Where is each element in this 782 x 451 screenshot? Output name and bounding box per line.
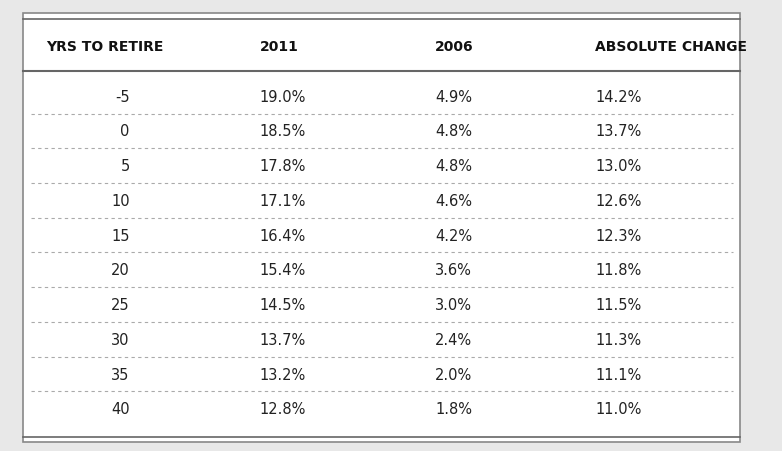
Text: 15.4%: 15.4% <box>260 263 306 278</box>
Text: 1.8%: 1.8% <box>435 401 472 416</box>
Text: 5: 5 <box>120 159 130 174</box>
Text: 12.3%: 12.3% <box>595 228 642 243</box>
Text: 3.6%: 3.6% <box>435 263 472 278</box>
Text: 25: 25 <box>111 297 130 313</box>
Text: 3.0%: 3.0% <box>435 297 472 313</box>
Text: 17.8%: 17.8% <box>260 159 306 174</box>
Text: 13.0%: 13.0% <box>595 159 642 174</box>
Text: 19.0%: 19.0% <box>260 89 306 105</box>
Text: 15: 15 <box>111 228 130 243</box>
Text: ABSOLUTE CHANGE: ABSOLUTE CHANGE <box>595 41 748 54</box>
Text: 4.8%: 4.8% <box>435 159 472 174</box>
Text: YRS TO RETIRE: YRS TO RETIRE <box>46 41 163 54</box>
Text: 14.2%: 14.2% <box>595 89 642 105</box>
Text: 0: 0 <box>120 124 130 139</box>
Text: 13.7%: 13.7% <box>595 124 642 139</box>
Text: 11.8%: 11.8% <box>595 263 642 278</box>
Text: 11.1%: 11.1% <box>595 367 642 382</box>
Text: 4.6%: 4.6% <box>435 193 472 208</box>
Text: 20: 20 <box>111 263 130 278</box>
Text: 4.8%: 4.8% <box>435 124 472 139</box>
Text: 2.4%: 2.4% <box>435 332 472 347</box>
Text: 4.9%: 4.9% <box>435 89 472 105</box>
Text: 12.6%: 12.6% <box>595 193 642 208</box>
Text: 13.7%: 13.7% <box>260 332 306 347</box>
Text: 35: 35 <box>111 367 130 382</box>
Text: 4.2%: 4.2% <box>435 228 472 243</box>
Text: -5: -5 <box>115 89 130 105</box>
Text: 40: 40 <box>111 401 130 416</box>
Text: 10: 10 <box>111 193 130 208</box>
Text: 30: 30 <box>111 332 130 347</box>
Text: 16.4%: 16.4% <box>260 228 306 243</box>
Text: 17.1%: 17.1% <box>260 193 306 208</box>
FancyBboxPatch shape <box>23 14 741 442</box>
Text: 12.8%: 12.8% <box>260 401 306 416</box>
Text: 18.5%: 18.5% <box>260 124 306 139</box>
Text: 11.5%: 11.5% <box>595 297 642 313</box>
Text: 14.5%: 14.5% <box>260 297 306 313</box>
Text: 11.0%: 11.0% <box>595 401 642 416</box>
Text: 2006: 2006 <box>435 41 474 54</box>
Text: 2011: 2011 <box>260 41 299 54</box>
Text: 2.0%: 2.0% <box>435 367 472 382</box>
Text: 11.3%: 11.3% <box>595 332 641 347</box>
Text: 13.2%: 13.2% <box>260 367 306 382</box>
